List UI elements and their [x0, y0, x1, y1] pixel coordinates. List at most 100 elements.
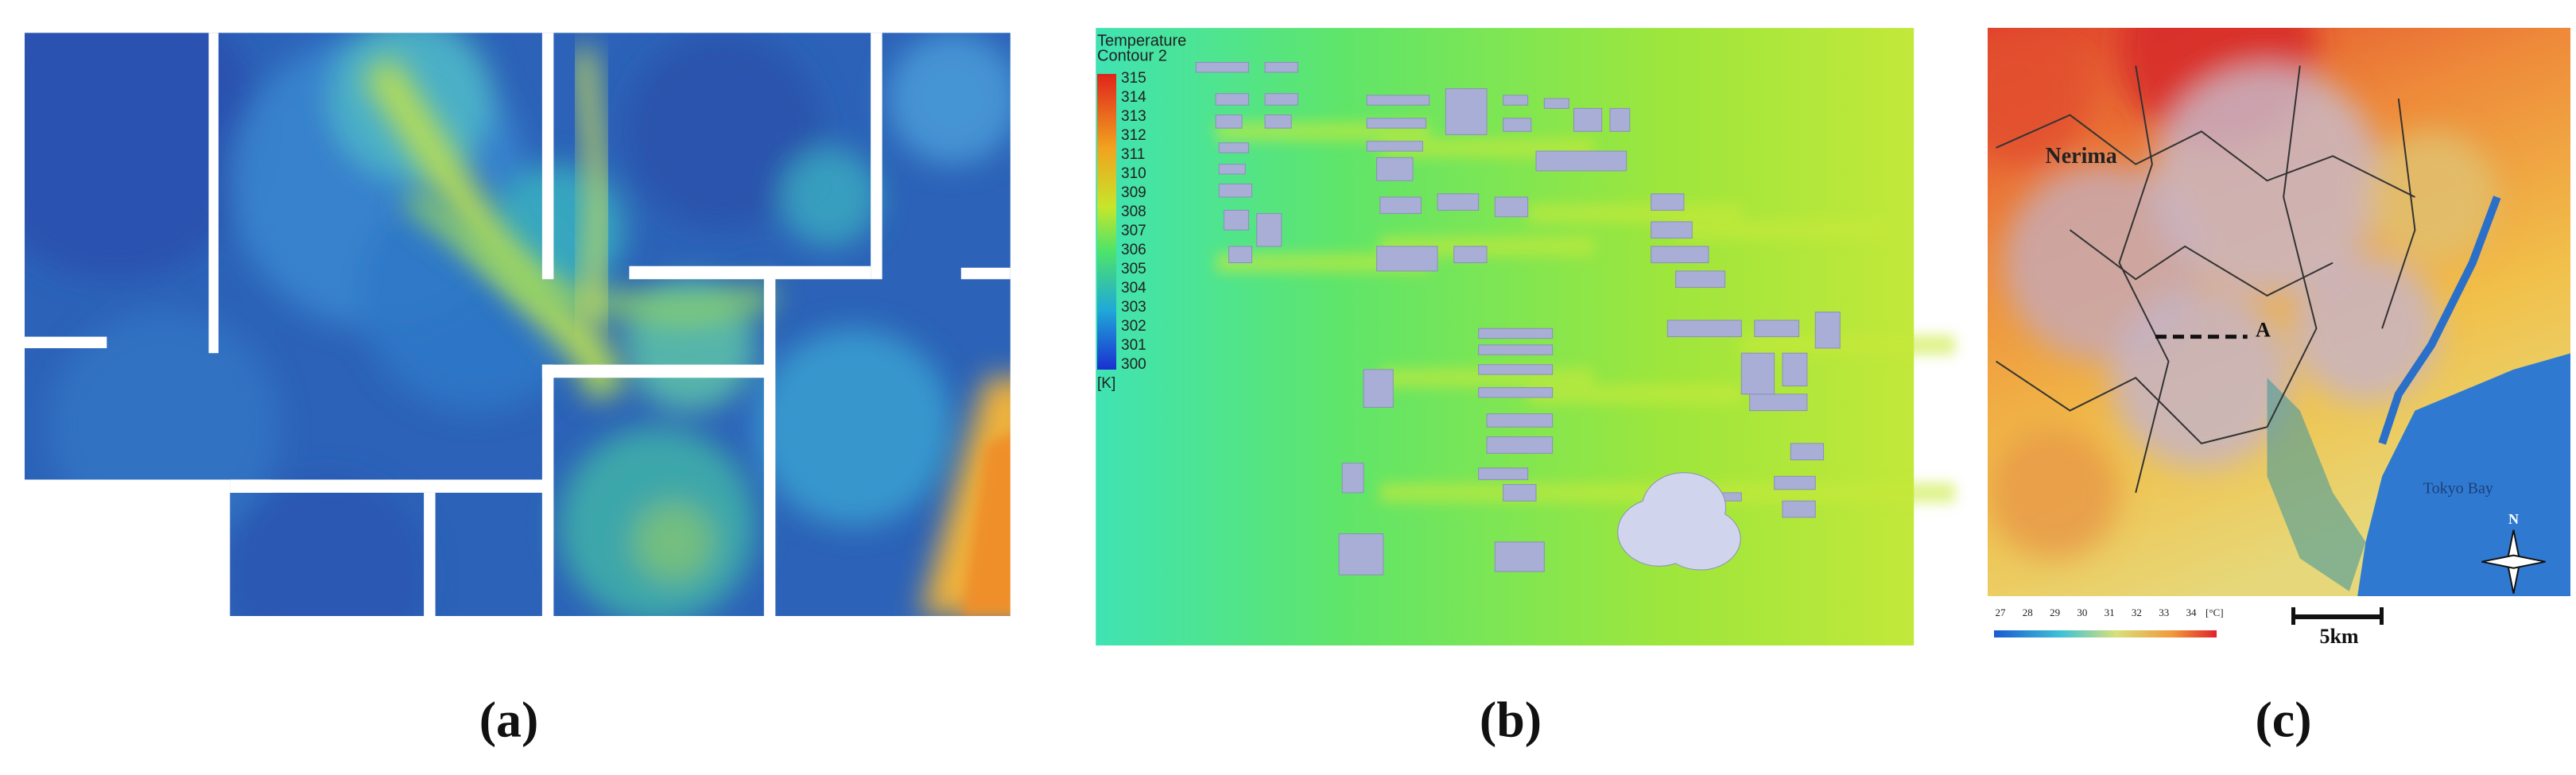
wall	[541, 364, 773, 378]
building	[1651, 221, 1693, 239]
building	[1814, 312, 1841, 349]
map-blob	[2111, 287, 2292, 468]
building	[1535, 150, 1627, 172]
wall	[763, 270, 776, 616]
legend-tick-label: 306	[1121, 242, 1146, 258]
building	[1782, 352, 1808, 387]
legend-unit: [°C]	[2206, 606, 2224, 618]
building	[1617, 472, 1741, 571]
scale-label: 5km	[2319, 625, 2358, 648]
north-label: N	[2508, 511, 2519, 527]
place-label: Nerima	[2046, 144, 2117, 169]
building	[1651, 246, 1709, 264]
legend-tick-label: 28	[2023, 606, 2033, 618]
building	[1478, 344, 1554, 355]
scale-bar	[2293, 614, 2382, 619]
ward-border	[2381, 98, 2416, 329]
warm-streak	[573, 48, 610, 330]
building	[1478, 364, 1554, 375]
ward-border	[1995, 360, 2268, 445]
scale-bar-end	[2291, 607, 2295, 625]
building	[1503, 484, 1537, 502]
legend-tick-label: 30	[2077, 606, 2087, 618]
building	[1486, 413, 1554, 428]
legend-tick-label: 309	[1121, 184, 1146, 201]
river	[2378, 196, 2501, 445]
legend-tick-label: 310	[1121, 165, 1146, 182]
building	[1366, 141, 1423, 152]
building	[1366, 95, 1430, 106]
legend-tick-label: 301	[1121, 337, 1146, 354]
hot-zone	[960, 433, 1011, 616]
building	[1543, 98, 1569, 109]
legend-tick-label: 304	[1121, 280, 1146, 296]
building	[1264, 114, 1292, 129]
heat-blob	[755, 328, 953, 526]
building	[1453, 246, 1488, 264]
map	[1988, 28, 2570, 596]
building	[1338, 533, 1384, 575]
building	[1666, 320, 1742, 338]
legend-tick-label: 31	[2105, 606, 2115, 618]
building	[1782, 500, 1816, 518]
building	[1754, 320, 1800, 338]
building	[1503, 95, 1529, 106]
building	[1486, 436, 1554, 454]
legend-tick-label: 305	[1121, 261, 1146, 277]
wake	[1741, 335, 1955, 355]
building	[1379, 196, 1422, 215]
building	[1228, 246, 1253, 264]
wake	[1741, 482, 1955, 503]
wall	[230, 479, 551, 493]
color-bar	[1994, 630, 2217, 637]
legend-title: Temperature	[1097, 32, 1186, 49]
map-blob	[1988, 33, 2087, 165]
building	[1774, 475, 1816, 490]
building	[1341, 463, 1364, 494]
building	[1675, 270, 1726, 289]
panel-caption: (c)	[2255, 692, 2311, 748]
building	[1264, 93, 1298, 106]
building	[1218, 183, 1253, 198]
building	[1366, 118, 1427, 129]
map-blobs	[1988, 28, 2497, 559]
wake	[1527, 384, 1742, 405]
building	[1494, 196, 1529, 218]
legend-subtitle: Contour 2	[1097, 47, 1167, 64]
building	[1218, 164, 1246, 175]
building	[1223, 209, 1249, 231]
panel-caption: (a)	[479, 692, 539, 748]
building	[1651, 193, 1685, 211]
wall	[871, 33, 883, 280]
building	[1573, 107, 1603, 132]
wall	[230, 479, 271, 493]
wall	[25, 479, 231, 616]
building	[1195, 62, 1249, 73]
scale-bar-end	[2380, 607, 2384, 625]
building	[1478, 327, 1554, 339]
wall	[960, 267, 1011, 280]
heat-blob	[25, 33, 263, 280]
legend-tick-label: 315	[1121, 70, 1146, 87]
legend-tick-label: 32	[2132, 606, 2142, 618]
coast	[2267, 378, 2366, 591]
building	[1376, 246, 1438, 272]
building	[1749, 393, 1808, 412]
legend-tick-label: 300	[1121, 356, 1146, 373]
wall	[541, 33, 554, 280]
panel-caption: (b)	[1480, 692, 1542, 748]
north-arrow	[2481, 554, 2546, 569]
map-blob	[2365, 131, 2497, 263]
building	[1215, 93, 1249, 106]
building	[1215, 114, 1243, 129]
legend-tick-label: 314	[1121, 89, 1146, 106]
heat-blob	[886, 33, 1011, 165]
ward-border	[1996, 114, 2415, 198]
legend-tick-label: 27	[1996, 606, 2007, 618]
building	[1256, 213, 1282, 247]
legend-unit: [K]	[1097, 375, 1115, 392]
ward-border	[2266, 65, 2318, 428]
building	[1437, 193, 1480, 211]
building	[1478, 467, 1529, 480]
building	[1503, 118, 1532, 132]
